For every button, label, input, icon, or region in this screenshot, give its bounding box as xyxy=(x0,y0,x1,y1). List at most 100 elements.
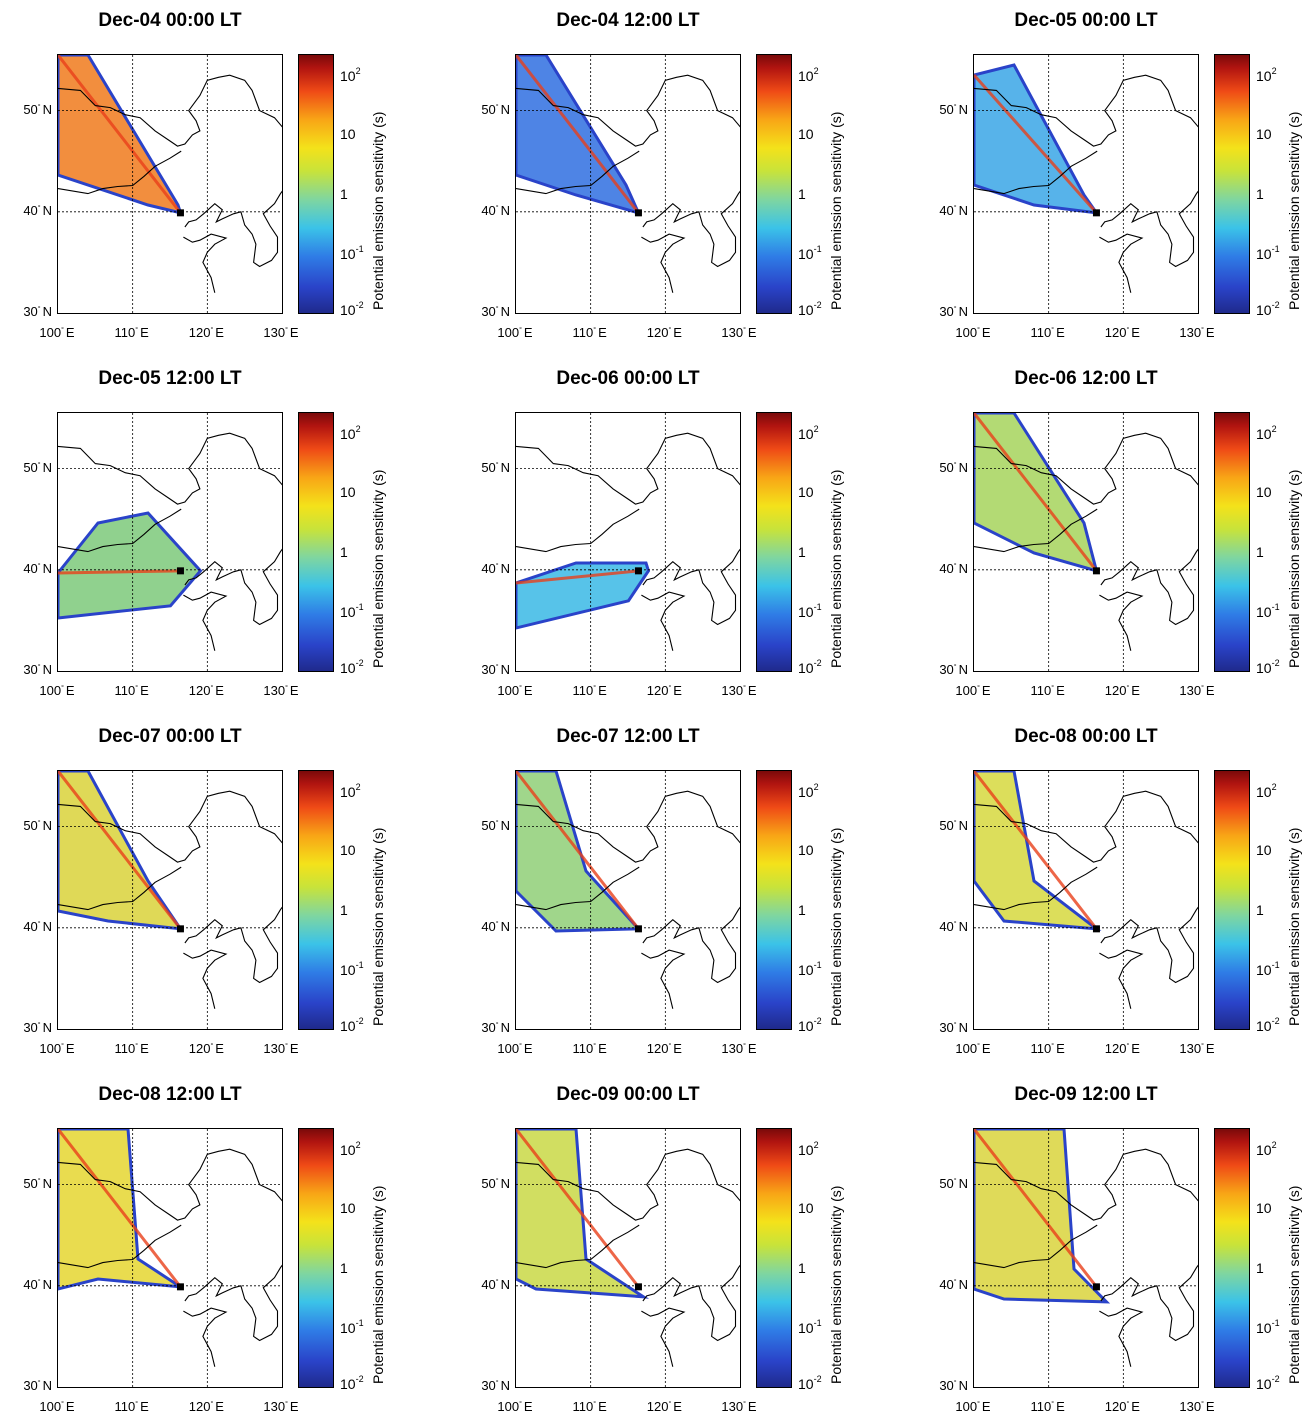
colorbar xyxy=(756,412,792,672)
panel-title: Dec-08 12:00 LT xyxy=(98,1084,242,1105)
map-panel: Dec-04 00:00 LT 30° N 40° N 50° N 100° E 110° E 120… xyxy=(0,10,400,350)
lon-tick-label: 110° E xyxy=(1030,325,1065,340)
lat-tick-label: 30° N xyxy=(23,662,52,677)
panel-title: Dec-08 00:00 LT xyxy=(1014,726,1158,747)
colorbar-tick-label: 1 xyxy=(1256,902,1264,918)
colorbar-tick-label: 102 xyxy=(1256,1140,1277,1158)
colorbar-tick-label: 10 xyxy=(340,126,356,142)
colorbar-tick-label: 102 xyxy=(1256,424,1277,442)
lon-tick-label: 120° E xyxy=(188,325,224,340)
colorbar-tick-label: 10 xyxy=(798,484,814,500)
colorbar-tick-label: 10-1 xyxy=(340,602,364,620)
colorbar-label: Potential emission sensitivity (s) xyxy=(1286,1185,1302,1384)
map-area xyxy=(973,54,1199,314)
lat-tick-label: 50° N xyxy=(23,101,52,117)
colorbar-label: Potential emission sensitivity (s) xyxy=(828,827,844,1026)
colorbar xyxy=(1214,412,1250,672)
lat-tick-label: 30° N xyxy=(23,1378,52,1393)
map-area xyxy=(515,412,741,672)
colorbar-tick-label: 10-1 xyxy=(1256,602,1280,620)
lat-tick-label: 50° N xyxy=(939,101,968,117)
lat-tick-label: 50° N xyxy=(939,817,968,833)
colorbar-tick-label: 1 xyxy=(340,902,348,918)
colorbar-tick-label: 10-2 xyxy=(1256,658,1280,676)
lat-tick-label: 40° N xyxy=(481,918,510,934)
colorbar-tick-label: 10 xyxy=(1256,126,1272,142)
lat-tick-label: 40° N xyxy=(939,1276,968,1292)
plume-core xyxy=(58,1129,182,1288)
receptor-marker xyxy=(176,567,184,575)
colorbar-tick-label: 10-2 xyxy=(1256,1016,1280,1034)
map-area xyxy=(973,412,1199,672)
colorbar-tick-label: 102 xyxy=(340,1140,361,1158)
colorbar-tick-label: 10-2 xyxy=(798,658,822,676)
receptor-marker xyxy=(176,209,184,217)
lat-tick-label: 30° N xyxy=(481,304,510,319)
lon-tick-label: 130° E xyxy=(721,683,757,698)
colorbar xyxy=(756,54,792,314)
colorbar-label: Potential emission sensitivity (s) xyxy=(1286,111,1302,310)
colorbar-tick-label: 10-1 xyxy=(340,244,364,262)
panel-title: Dec-07 12:00 LT xyxy=(556,726,700,747)
panel-title: Dec-04 12:00 LT xyxy=(556,10,700,31)
plume-core xyxy=(974,1129,1098,1288)
colorbar-tick-label: 10-1 xyxy=(798,602,822,620)
map-panel: Dec-07 12:00 LT 30° N 40° N 50° N 100° E 110° E 120… xyxy=(458,726,858,1066)
colorbar-tick-label: 102 xyxy=(1256,782,1277,800)
panel-title: Dec-06 00:00 LT xyxy=(556,368,700,389)
colorbar-tick-label: 10 xyxy=(798,842,814,858)
plume-core xyxy=(974,771,1098,930)
receptor-marker xyxy=(634,1283,642,1291)
colorbar-tick-label: 1 xyxy=(340,544,348,560)
lat-tick-label: 40° N xyxy=(481,202,510,218)
receptor-marker xyxy=(176,1283,184,1291)
receptor-marker xyxy=(634,567,642,575)
colorbar xyxy=(298,54,334,314)
lat-tick-label: 40° N xyxy=(939,202,968,218)
colorbar-label: Potential emission sensitivity (s) xyxy=(828,111,844,310)
colorbar-label: Potential emission sensitivity (s) xyxy=(1286,827,1302,1026)
lon-tick-label: 100° E xyxy=(497,1399,533,1414)
colorbar-tick-label: 1 xyxy=(340,186,348,202)
lon-tick-label: 110° E xyxy=(1030,1041,1065,1056)
receptor-marker xyxy=(634,209,642,217)
map-panel: Dec-09 00:00 LT 30° N 40° N 50° N 100° E 110° E 120… xyxy=(458,1084,858,1424)
colorbar-tick-label: 10-2 xyxy=(340,300,364,318)
colorbar-tick-label: 10 xyxy=(1256,1200,1272,1216)
colorbar xyxy=(1214,1128,1250,1388)
colorbar-tick-label: 1 xyxy=(340,1260,348,1276)
lon-tick-label: 100° E xyxy=(497,1041,533,1056)
plume-core xyxy=(58,55,182,214)
lon-tick-label: 110° E xyxy=(1030,1399,1065,1414)
map-panel: Dec-08 12:00 LT 30° N 40° N 50° N 100° E 110° E 120… xyxy=(0,1084,400,1424)
lon-tick-label: 110° E xyxy=(114,1399,149,1414)
map-area xyxy=(57,1128,283,1388)
lat-tick-label: 40° N xyxy=(23,1276,52,1292)
plume-core xyxy=(516,569,639,585)
lon-tick-label: 130° E xyxy=(263,1041,299,1056)
map-area xyxy=(515,1128,741,1388)
colorbar-tick-label: 102 xyxy=(340,66,361,84)
lon-tick-label: 110° E xyxy=(114,1041,149,1056)
map-area xyxy=(515,54,741,314)
colorbar xyxy=(298,1128,334,1388)
lat-tick-label: 30° N xyxy=(939,1378,968,1393)
colorbar-tick-label: 10-2 xyxy=(798,1016,822,1034)
lon-tick-label: 100° E xyxy=(955,325,991,340)
lon-tick-label: 110° E xyxy=(1030,683,1065,698)
map-area xyxy=(57,54,283,314)
colorbar-tick-label: 102 xyxy=(1256,66,1277,84)
map-panel: Dec-05 12:00 LT 30° N 40° N 50° N 100° E 110° E 120… xyxy=(0,368,400,708)
plume-core xyxy=(516,55,640,214)
colorbar-tick-label: 10-1 xyxy=(1256,244,1280,262)
colorbar-tick-label: 1 xyxy=(798,186,806,202)
colorbar-tick-label: 10-2 xyxy=(1256,1374,1280,1392)
lat-tick-label: 30° N xyxy=(939,1020,968,1035)
lat-tick-label: 40° N xyxy=(23,202,52,218)
lat-tick-label: 40° N xyxy=(481,1276,510,1292)
panel-title: Dec-09 12:00 LT xyxy=(1014,1084,1158,1105)
lon-tick-label: 100° E xyxy=(497,325,533,340)
colorbar-tick-label: 10-1 xyxy=(340,1318,364,1336)
lon-tick-label: 130° E xyxy=(721,1041,757,1056)
lon-tick-label: 120° E xyxy=(646,683,682,698)
